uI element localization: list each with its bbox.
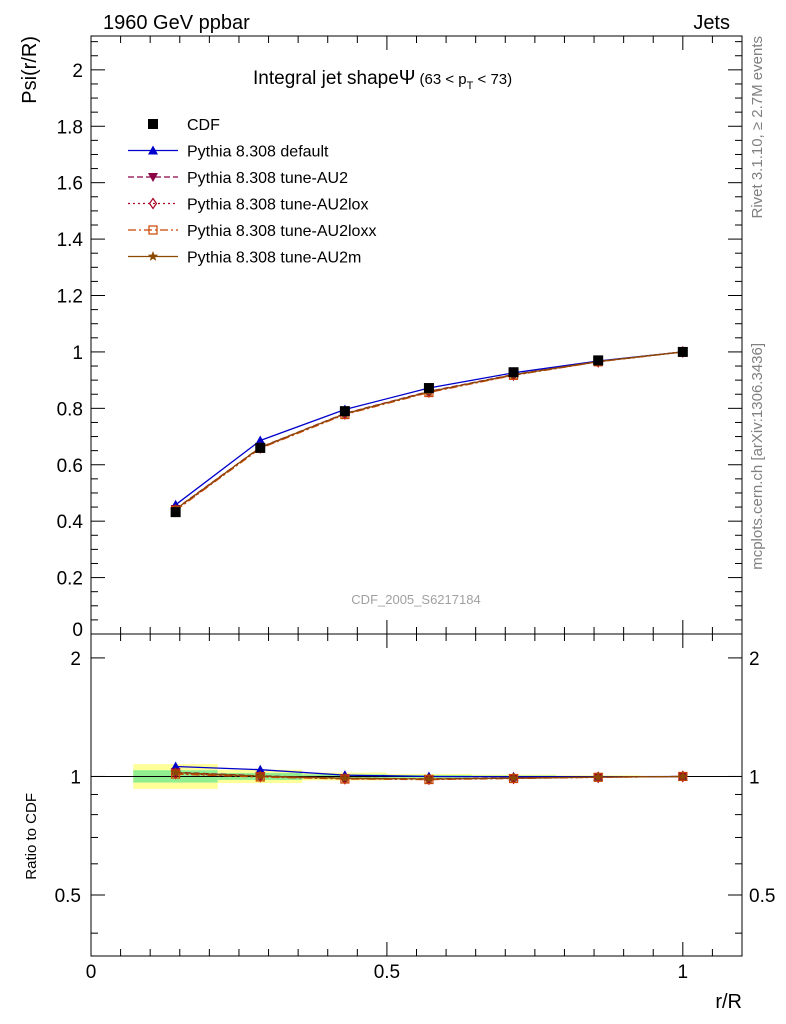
ratio-data-point bbox=[339, 772, 351, 783]
ratio-data-point bbox=[255, 770, 266, 781]
y-tick-label: 0.8 bbox=[57, 399, 83, 420]
y-tick-label-zero: 0 bbox=[72, 620, 83, 641]
series-line bbox=[175, 351, 683, 510]
data-point bbox=[255, 435, 266, 445]
legend-label: Pythia 8.308 tune-AU2lox bbox=[187, 197, 368, 214]
data-point bbox=[593, 355, 604, 366]
analysis-watermark: CDF_2005_S6217184 bbox=[351, 592, 480, 607]
main-series bbox=[170, 345, 688, 518]
chart-title-range: (63 < p bbox=[419, 71, 466, 88]
data-point bbox=[170, 507, 181, 518]
ratio-data-point bbox=[423, 773, 435, 784]
y-tick-label: 2 bbox=[72, 61, 83, 82]
x-tick-label: 0 bbox=[86, 962, 97, 983]
ratio-axes: 0.5 0.5 1 1 2 2 bbox=[55, 634, 775, 956]
data-point bbox=[423, 383, 434, 394]
legend-label: Pythia 8.308 tune-AU2loxx bbox=[187, 223, 376, 240]
data-point bbox=[339, 406, 350, 417]
x-tick-labels: 0 0.5 1 bbox=[86, 962, 688, 983]
mcplots-label: mcplots.cern.ch [arXiv:1306.3436] bbox=[749, 343, 766, 570]
x-tick-label: 0.5 bbox=[374, 962, 400, 983]
y-tick-label: 0.4 bbox=[57, 512, 84, 533]
chart-title-range-sub: T bbox=[467, 80, 474, 92]
ratio-y-tick-label: 2 bbox=[70, 649, 81, 670]
series-line bbox=[175, 351, 683, 512]
y-tick-label: 1 bbox=[72, 343, 83, 364]
legend-marker bbox=[148, 225, 158, 235]
series-line bbox=[175, 351, 683, 510]
y-tick-label: 1.2 bbox=[57, 287, 83, 308]
ratio-panel: 0.5 0.51 12 2 Ratio to CDF 0 0.5 1 r/R bbox=[23, 633, 775, 1013]
ratio-y-axis-label: Ratio to CDF bbox=[23, 793, 40, 880]
y-tick-label: 1.4 bbox=[57, 230, 84, 251]
data-point bbox=[255, 442, 266, 453]
legend-marker bbox=[148, 145, 158, 155]
ratio-data-point bbox=[255, 764, 266, 774]
data-point bbox=[677, 346, 688, 357]
ratio-y-tick-label-right: 2 bbox=[749, 649, 760, 670]
ratio-series bbox=[170, 761, 688, 786]
chart-title-symbol: Ψ bbox=[399, 67, 416, 89]
legend-marker bbox=[148, 119, 158, 129]
ratio-data-point bbox=[508, 772, 519, 783]
main-axes: 0.2 0.4 0.6 0.8 1 1.2 1.4 1.6 1.8 2 0 bbox=[57, 36, 743, 641]
ratio-data-point bbox=[677, 771, 688, 781]
data-point bbox=[508, 367, 519, 378]
ratio-y-tick-label: 0.5 bbox=[55, 886, 81, 907]
header-left: 1960 GeV ppbar bbox=[103, 12, 250, 34]
ratio-y-tick-label-right: 1 bbox=[749, 767, 760, 788]
legend: CDF Pythia 8.308 default Pythia 8.308 tune… bbox=[128, 117, 376, 267]
header-right: Jets bbox=[693, 12, 730, 34]
ratio-y-tick-label: 1 bbox=[70, 767, 81, 788]
main-panel: 0.2 0.4 0.6 0.8 1 1.2 1.4 1.6 1.8 2 0 Psi(r/R) Int… bbox=[19, 35, 743, 641]
legend-marker bbox=[147, 251, 159, 261]
chart-title-text: Integral jet shape bbox=[253, 68, 399, 89]
ratio-data-point bbox=[170, 767, 181, 777]
legend-label: CDF bbox=[187, 117, 220, 134]
legend-marker bbox=[148, 197, 158, 210]
y-axis-label: Psi(r/R) bbox=[19, 36, 41, 104]
x-tick-label: 1 bbox=[678, 962, 689, 983]
y-tick-label: 1.6 bbox=[57, 174, 83, 195]
legend-label: Pythia 8.308 tune-AU2m bbox=[187, 250, 361, 267]
legend-marker bbox=[148, 173, 158, 182]
series-line bbox=[175, 351, 683, 511]
series-line bbox=[175, 351, 683, 506]
legend-label: Pythia 8.308 tune-AU2 bbox=[187, 170, 348, 187]
ratio-frame bbox=[90, 633, 743, 957]
y-tick-label: 0.6 bbox=[57, 456, 83, 477]
chart-title-range-end: < 73) bbox=[473, 71, 512, 88]
y-tick-label: 0.2 bbox=[57, 569, 83, 590]
legend-label: Pythia 8.308 default bbox=[187, 144, 329, 161]
y-tick-label: 1.8 bbox=[57, 117, 83, 138]
chart-title: Integral jet shapeΨ (63 < pT < 73) bbox=[253, 67, 512, 92]
rivet-label: Rivet 3.1.10, ≥ 2.7M events bbox=[749, 36, 766, 219]
ratio-data-point bbox=[593, 771, 604, 782]
x-axis-label: r/R bbox=[715, 991, 742, 1013]
ratio-y-tick-label-right: 0.5 bbox=[749, 886, 775, 907]
